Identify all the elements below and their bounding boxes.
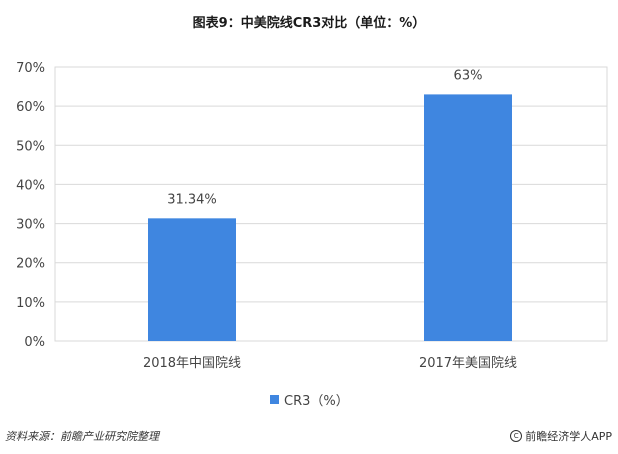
bar xyxy=(424,94,512,342)
legend-label: CR3（%） xyxy=(284,394,349,409)
plot-frame xyxy=(54,66,608,342)
y-tick-label: 60% xyxy=(16,100,45,115)
copyright-icon: C xyxy=(510,430,523,442)
copyright-text: 前瞻经济学人APP xyxy=(525,430,612,443)
y-tick-label: 40% xyxy=(16,178,45,193)
bar xyxy=(148,218,236,341)
x-tick-label: 2017年美国院线 xyxy=(419,356,517,371)
y-tick-label: 30% xyxy=(16,218,45,233)
data-label: 63% xyxy=(454,68,483,83)
y-tick-label: 10% xyxy=(16,296,45,311)
legend-swatch xyxy=(270,395,279,404)
y-tick-label: 0% xyxy=(24,335,45,350)
chart-title: 图表9：中美院线CR3对比（单位：%） xyxy=(192,16,426,31)
y-tick-label: 20% xyxy=(16,257,45,272)
y-tick-label: 50% xyxy=(16,139,45,154)
source-note: 资料来源：前瞻产业研究院整理 xyxy=(5,430,159,443)
legend: CR3（%） xyxy=(270,390,349,409)
x-tick-label: 2018年中国院线 xyxy=(143,356,241,371)
copyright-note: C 前瞻经济学人APP xyxy=(510,428,612,444)
y-tick-label: 70% xyxy=(16,61,45,76)
data-label: 31.34% xyxy=(167,192,217,207)
